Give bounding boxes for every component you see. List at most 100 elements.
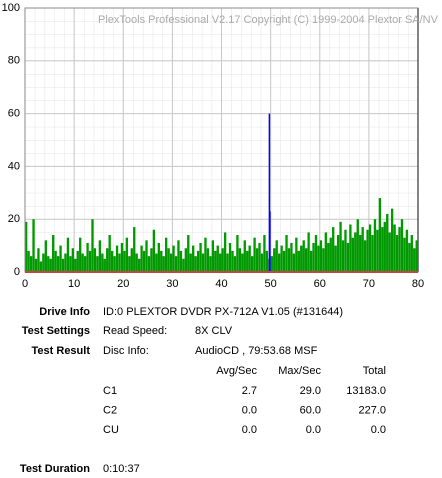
column-header: Avg/Sec [216, 365, 257, 377]
cell: 227.0 [358, 404, 386, 416]
bar [66, 237, 70, 272]
bar [388, 232, 391, 272]
cell: 60.0 [300, 404, 321, 416]
bar [327, 242, 330, 272]
bar [211, 240, 215, 272]
bar [56, 256, 60, 272]
bar [390, 208, 394, 272]
bar [228, 242, 232, 272]
value: 8X CLV [195, 325, 233, 337]
bar [395, 235, 399, 272]
bar [277, 253, 281, 272]
label: Test Settings [22, 325, 90, 337]
bar [192, 245, 195, 272]
y-tick-label: 20 [8, 213, 20, 225]
bar [322, 248, 325, 272]
cell: 0.0 [371, 424, 386, 436]
bar [351, 237, 355, 272]
bar [98, 240, 102, 272]
bar [91, 219, 94, 272]
value: AudioCD , 79:53.68 MSF [195, 345, 318, 357]
bar [76, 250, 79, 272]
bar [349, 224, 352, 272]
bar [297, 250, 300, 272]
bar [243, 240, 246, 272]
bar [199, 242, 202, 272]
bar [231, 250, 234, 272]
bar [81, 253, 84, 272]
bar [79, 237, 82, 272]
bar [209, 256, 212, 272]
bar [332, 227, 335, 272]
row-label: CU [103, 424, 119, 436]
y-tick-label: 40 [8, 160, 20, 172]
y-tick-label: 60 [8, 108, 20, 120]
x-tick-label: 80 [412, 278, 424, 290]
bar [336, 235, 340, 272]
value: ID:0 PLEXTOR DVDR PX-712A V1.05 (#131644… [103, 306, 343, 318]
bar [140, 245, 143, 272]
bar [96, 256, 99, 272]
bar [32, 219, 35, 272]
bar [201, 253, 205, 272]
row-label: C2 [103, 404, 117, 416]
bar [329, 237, 332, 272]
bar [307, 232, 310, 272]
label: Test Duration [20, 463, 90, 475]
bar [165, 237, 168, 272]
bar [145, 240, 148, 272]
label: Drive Info [39, 306, 90, 318]
bar [260, 253, 264, 272]
bar [155, 253, 158, 272]
bar [280, 245, 283, 272]
bar [282, 250, 286, 272]
key: Disc Info: [103, 345, 149, 357]
bar [223, 232, 227, 272]
bar [290, 242, 293, 272]
bar [39, 261, 43, 272]
bar [147, 256, 151, 272]
bar [334, 245, 337, 272]
bar [354, 232, 357, 272]
bar [182, 258, 185, 272]
cell: 0.0 [242, 404, 257, 416]
bar [128, 256, 131, 272]
bar [172, 245, 175, 272]
bar [64, 253, 67, 272]
bar [135, 253, 138, 272]
bar [368, 224, 372, 272]
bar [255, 248, 259, 272]
bar [61, 258, 65, 272]
bar [103, 258, 106, 272]
bar [302, 240, 305, 272]
bar [236, 235, 239, 272]
bar [130, 248, 133, 272]
bar [410, 235, 413, 272]
bar [189, 253, 192, 272]
bar [29, 256, 33, 272]
plot-frame [24, 7, 419, 273]
bar [371, 235, 374, 272]
bar [150, 248, 153, 272]
bar [381, 227, 384, 272]
bar [157, 242, 160, 272]
bar [206, 248, 210, 272]
bar [184, 248, 187, 272]
bar [221, 248, 224, 272]
bar [52, 235, 55, 272]
bar [400, 219, 404, 272]
x-tick-label: 10 [68, 278, 80, 290]
bar [71, 248, 75, 272]
bar [300, 245, 303, 272]
bar [93, 248, 97, 272]
bar [187, 235, 190, 272]
bar [118, 253, 121, 272]
bar [346, 242, 350, 272]
bar [214, 250, 217, 272]
bar [285, 235, 288, 272]
cell: 0.0 [242, 424, 257, 436]
bar [258, 242, 261, 272]
y-tick-label: 100 [2, 2, 20, 14]
bar [120, 242, 124, 272]
